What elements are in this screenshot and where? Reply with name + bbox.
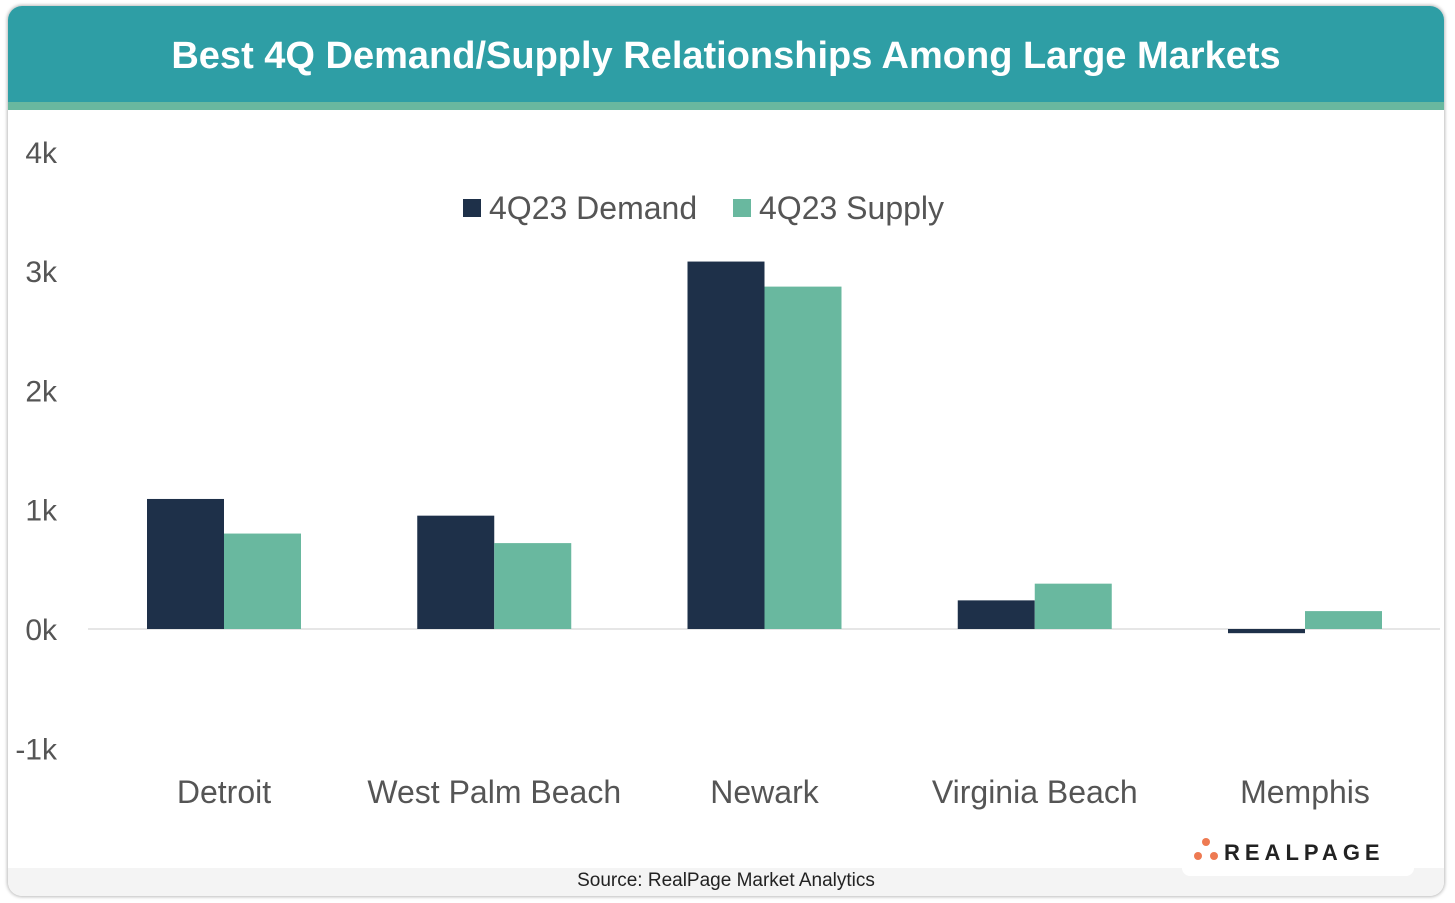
logo-text: REALPAGE	[1224, 840, 1385, 865]
y-tick-label: -1k	[15, 733, 58, 766]
title-bar	[8, 6, 1444, 102]
y-tick-label: 1k	[25, 495, 58, 528]
chart-title: Best 4Q Demand/Supply Relationships Amon…	[171, 35, 1281, 77]
bar-demand	[1228, 629, 1305, 634]
y-tick-label: 0k	[25, 614, 58, 647]
bar-demand	[417, 515, 495, 629]
bar-demand	[957, 600, 1035, 629]
bar-supply	[494, 543, 572, 629]
chart-card: Best 4Q Demand/Supply Relationships Amon…	[8, 6, 1444, 896]
title-accent-band	[8, 102, 1444, 110]
source-note: Source: RealPage Market Analytics	[577, 870, 875, 891]
x-category-label: Memphis	[1240, 774, 1370, 810]
y-tick-label: 2k	[25, 375, 58, 408]
bar-demand	[687, 261, 765, 629]
bar-supply	[1305, 611, 1382, 629]
realpage-logo: REALPAGE	[1182, 832, 1414, 876]
bar-supply	[764, 286, 842, 629]
bar-demand	[147, 498, 224, 629]
legend-label-demand: 4Q23 Demand	[489, 190, 697, 226]
y-tick-label: 3k	[25, 256, 58, 289]
x-category-label: Virginia Beach	[932, 774, 1138, 810]
x-category-label: Detroit	[177, 774, 271, 810]
legend-swatch-supply	[733, 199, 751, 217]
x-category-label: Newark	[710, 774, 819, 810]
bar-supply	[224, 533, 301, 629]
legend-label-supply: 4Q23 Supply	[759, 190, 944, 226]
bar-supply	[1034, 583, 1112, 629]
legend-swatch-demand	[463, 199, 481, 217]
y-tick-label: 4k	[25, 137, 58, 170]
footer: Source: RealPage Market Analytics	[8, 868, 1444, 896]
x-category-label: West Palm Beach	[367, 774, 621, 810]
